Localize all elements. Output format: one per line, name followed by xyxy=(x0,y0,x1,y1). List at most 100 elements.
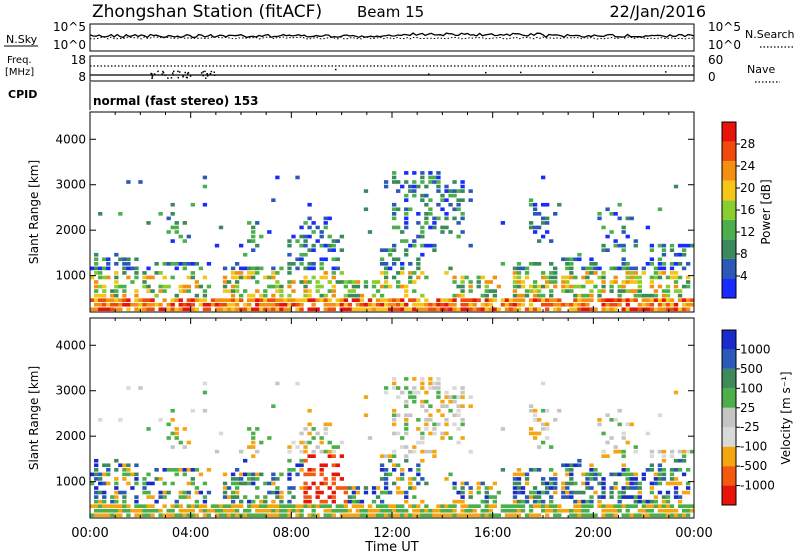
power-cell xyxy=(577,298,582,302)
velocity-cell xyxy=(182,490,187,495)
nave-dip-dot xyxy=(209,73,212,75)
velocity-cell xyxy=(665,481,671,486)
nave-dip-dot xyxy=(187,72,189,75)
velocity-cell xyxy=(182,495,187,499)
power-cell xyxy=(134,293,139,298)
velocity-cell xyxy=(343,513,349,518)
velocity-cell xyxy=(118,513,123,518)
velocity-cell xyxy=(549,499,554,504)
power-cell xyxy=(436,171,441,175)
power-cell xyxy=(243,302,248,307)
velocity-cell xyxy=(146,427,151,431)
velocity-cell xyxy=(335,504,340,508)
velocity-cell xyxy=(299,440,304,445)
velocity-cell xyxy=(279,504,284,508)
power-cell xyxy=(532,225,538,230)
velocity-cell xyxy=(536,490,542,495)
velocity-cell xyxy=(412,477,417,481)
velocity-cell xyxy=(424,504,429,508)
nave-dip-dot xyxy=(202,74,204,77)
power-cell xyxy=(581,298,586,302)
power-cell xyxy=(460,198,465,202)
velocity-cell xyxy=(609,436,614,440)
velocity-cell xyxy=(363,486,369,490)
velocity-cell xyxy=(456,404,461,408)
velocity-cell xyxy=(102,513,107,518)
nave-dip-dot xyxy=(214,74,216,76)
velocity-cell xyxy=(452,481,457,486)
velocity-cell xyxy=(230,499,236,504)
power-cell xyxy=(593,266,598,271)
velocity-cell xyxy=(295,381,300,386)
velocity-cell xyxy=(553,508,558,513)
power-cell xyxy=(549,293,554,298)
power-cell xyxy=(311,275,316,280)
velocity-cell xyxy=(621,463,626,468)
velocity-cell xyxy=(400,513,405,518)
velocity-cell xyxy=(581,513,586,518)
velocity-cell xyxy=(428,377,433,381)
nave-dot xyxy=(592,71,594,74)
velocity-cell xyxy=(202,499,208,504)
power-cell xyxy=(134,257,139,262)
velocity-cell xyxy=(94,472,99,477)
velocity-cell xyxy=(251,481,256,486)
velocity-cell xyxy=(673,481,679,486)
velocity-cell xyxy=(657,449,663,454)
power-cell xyxy=(476,307,481,312)
power-cell xyxy=(122,289,127,293)
velocity-cell xyxy=(396,463,401,468)
velocity-cell xyxy=(528,431,534,436)
velocity-cell xyxy=(351,513,357,518)
velocity-cell xyxy=(396,386,401,390)
velocity-cell xyxy=(545,490,550,495)
power-cell xyxy=(98,284,103,289)
velocity-cell xyxy=(565,490,570,495)
velocity-cell xyxy=(319,468,324,472)
velocity-cell xyxy=(569,468,574,472)
power-cell xyxy=(452,298,457,302)
velocity-cell xyxy=(484,486,489,490)
velocity-cell xyxy=(681,449,687,454)
power-cell xyxy=(673,284,679,289)
power-cell xyxy=(504,298,510,302)
velocity-cell xyxy=(94,499,99,504)
velocity-cell xyxy=(448,513,453,518)
power-cell xyxy=(98,293,103,298)
velocity-cell xyxy=(516,477,522,481)
power-cell xyxy=(355,280,361,284)
velocity-cell xyxy=(90,472,95,477)
velocity-cell xyxy=(428,404,433,408)
velocity-cell xyxy=(98,513,103,518)
velocity-cell xyxy=(307,504,312,508)
power-cell xyxy=(677,262,683,266)
velocity-cell xyxy=(118,504,123,508)
power-cell xyxy=(657,298,663,302)
power-cell xyxy=(387,248,393,252)
power-cell xyxy=(424,193,429,198)
power-cell xyxy=(335,302,340,307)
power-cell xyxy=(295,307,300,312)
velocity-cell xyxy=(561,481,566,486)
power-cell xyxy=(392,275,397,280)
power-cell xyxy=(436,189,441,193)
velocity-cell xyxy=(126,472,131,477)
power-cell xyxy=(371,284,377,289)
power-cell xyxy=(94,262,99,266)
power-cell xyxy=(263,293,268,298)
power-cell xyxy=(452,189,457,193)
power-cell xyxy=(420,198,425,202)
velocity-cell xyxy=(516,508,522,513)
power-cell xyxy=(532,298,538,302)
power-cell xyxy=(540,234,546,239)
power-cell xyxy=(436,298,441,302)
velocity-cell xyxy=(396,477,401,481)
power-cell xyxy=(279,289,284,293)
velocity-cell xyxy=(476,513,481,518)
velocity-cell xyxy=(331,454,336,458)
power-cell xyxy=(609,307,614,312)
power-cell xyxy=(661,248,667,252)
velocity-cell xyxy=(609,513,614,518)
velocity-cell xyxy=(226,495,232,499)
velocity-cell xyxy=(392,408,397,413)
